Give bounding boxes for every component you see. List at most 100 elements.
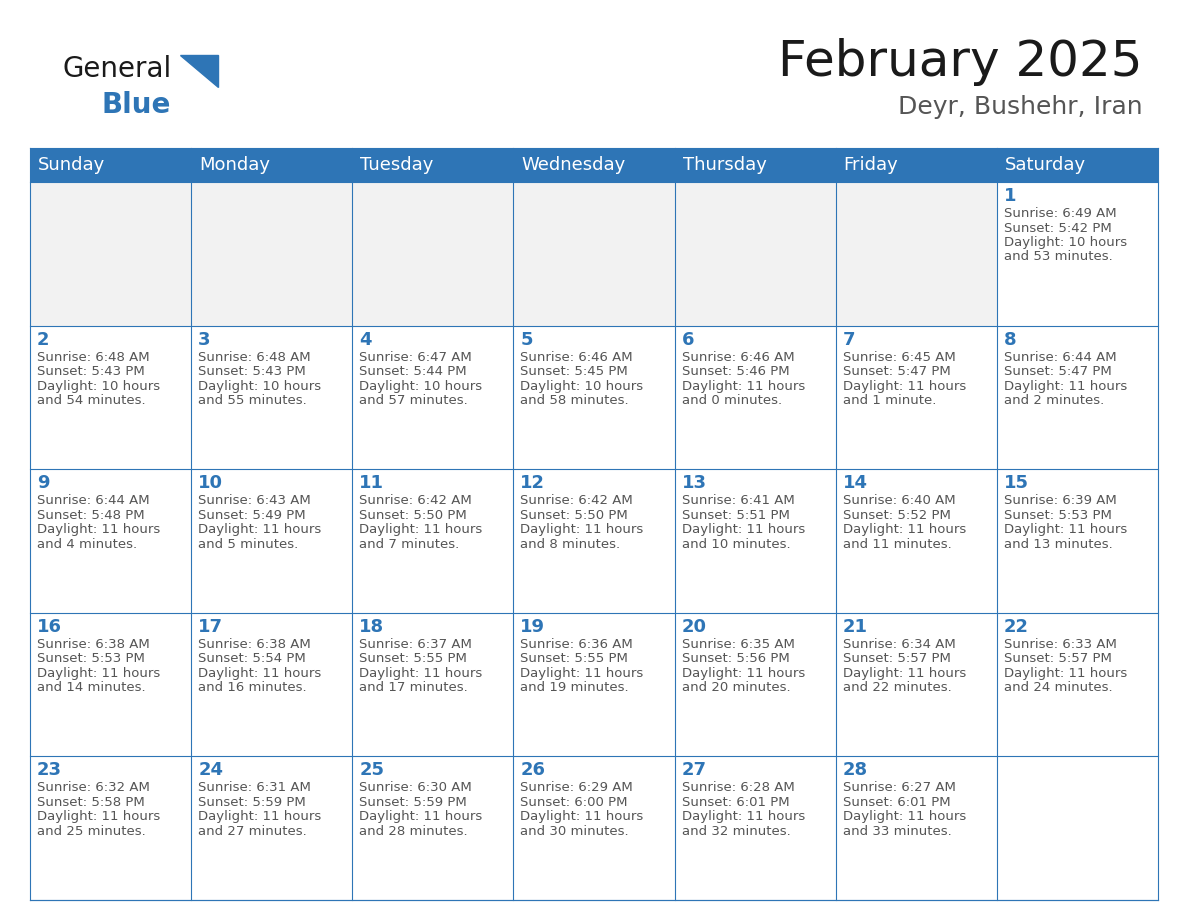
Text: and 11 minutes.: and 11 minutes. bbox=[842, 538, 952, 551]
Text: Sunrise: 6:48 AM: Sunrise: 6:48 AM bbox=[198, 351, 311, 364]
Text: 24: 24 bbox=[198, 761, 223, 779]
Text: and 57 minutes.: and 57 minutes. bbox=[359, 394, 468, 407]
Text: Sunset: 5:44 PM: Sunset: 5:44 PM bbox=[359, 365, 467, 378]
Text: and 1 minute.: and 1 minute. bbox=[842, 394, 936, 407]
Text: Sunset: 5:52 PM: Sunset: 5:52 PM bbox=[842, 509, 950, 521]
Text: Daylight: 11 hours: Daylight: 11 hours bbox=[359, 666, 482, 680]
Text: 12: 12 bbox=[520, 475, 545, 492]
Text: Sunrise: 6:49 AM: Sunrise: 6:49 AM bbox=[1004, 207, 1117, 220]
Text: Sunset: 5:50 PM: Sunset: 5:50 PM bbox=[359, 509, 467, 521]
Text: Sunset: 5:47 PM: Sunset: 5:47 PM bbox=[842, 365, 950, 378]
Text: Sunrise: 6:37 AM: Sunrise: 6:37 AM bbox=[359, 638, 472, 651]
Text: 23: 23 bbox=[37, 761, 62, 779]
Text: and 20 minutes.: and 20 minutes. bbox=[682, 681, 790, 694]
Text: Daylight: 11 hours: Daylight: 11 hours bbox=[842, 666, 966, 680]
Text: Sunset: 5:42 PM: Sunset: 5:42 PM bbox=[1004, 221, 1112, 234]
Text: Daylight: 11 hours: Daylight: 11 hours bbox=[682, 380, 804, 393]
Text: Sunrise: 6:45 AM: Sunrise: 6:45 AM bbox=[842, 351, 955, 364]
Text: Sunset: 5:48 PM: Sunset: 5:48 PM bbox=[37, 509, 145, 521]
Text: Sunrise: 6:42 AM: Sunrise: 6:42 AM bbox=[520, 494, 633, 508]
Text: 27: 27 bbox=[682, 761, 707, 779]
Text: Daylight: 11 hours: Daylight: 11 hours bbox=[198, 811, 322, 823]
Bar bbox=[30, 148, 1158, 182]
Text: 15: 15 bbox=[1004, 475, 1029, 492]
Text: Sunrise: 6:29 AM: Sunrise: 6:29 AM bbox=[520, 781, 633, 794]
Text: 2: 2 bbox=[37, 330, 50, 349]
Text: and 58 minutes.: and 58 minutes. bbox=[520, 394, 630, 407]
Text: Sunset: 5:43 PM: Sunset: 5:43 PM bbox=[37, 365, 145, 378]
Text: and 22 minutes.: and 22 minutes. bbox=[842, 681, 952, 694]
Text: 25: 25 bbox=[359, 761, 384, 779]
Text: 9: 9 bbox=[37, 475, 50, 492]
Text: Sunrise: 6:43 AM: Sunrise: 6:43 AM bbox=[198, 494, 311, 508]
Text: Sunrise: 6:46 AM: Sunrise: 6:46 AM bbox=[520, 351, 633, 364]
Text: Sunrise: 6:41 AM: Sunrise: 6:41 AM bbox=[682, 494, 795, 508]
Text: and 7 minutes.: and 7 minutes. bbox=[359, 538, 460, 551]
Text: Daylight: 11 hours: Daylight: 11 hours bbox=[682, 666, 804, 680]
Text: Sunrise: 6:33 AM: Sunrise: 6:33 AM bbox=[1004, 638, 1117, 651]
Text: Sunrise: 6:42 AM: Sunrise: 6:42 AM bbox=[359, 494, 472, 508]
Text: Daylight: 11 hours: Daylight: 11 hours bbox=[37, 523, 160, 536]
Text: and 28 minutes.: and 28 minutes. bbox=[359, 825, 468, 838]
Text: and 8 minutes.: and 8 minutes. bbox=[520, 538, 620, 551]
Text: and 2 minutes.: and 2 minutes. bbox=[1004, 394, 1104, 407]
Text: Sunset: 5:56 PM: Sunset: 5:56 PM bbox=[682, 653, 789, 666]
Text: and 0 minutes.: and 0 minutes. bbox=[682, 394, 782, 407]
Polygon shape bbox=[181, 55, 219, 87]
Text: Sunset: 6:00 PM: Sunset: 6:00 PM bbox=[520, 796, 628, 809]
Text: Sunrise: 6:31 AM: Sunrise: 6:31 AM bbox=[198, 781, 311, 794]
Text: Sunrise: 6:32 AM: Sunrise: 6:32 AM bbox=[37, 781, 150, 794]
Text: and 4 minutes.: and 4 minutes. bbox=[37, 538, 137, 551]
Text: 28: 28 bbox=[842, 761, 868, 779]
Text: 10: 10 bbox=[198, 475, 223, 492]
Text: Sunrise: 6:34 AM: Sunrise: 6:34 AM bbox=[842, 638, 955, 651]
Text: and 14 minutes.: and 14 minutes. bbox=[37, 681, 146, 694]
Text: Sunrise: 6:48 AM: Sunrise: 6:48 AM bbox=[37, 351, 150, 364]
Text: Sunday: Sunday bbox=[38, 156, 106, 174]
Text: Daylight: 11 hours: Daylight: 11 hours bbox=[198, 523, 322, 536]
Text: 4: 4 bbox=[359, 330, 372, 349]
Text: Friday: Friday bbox=[843, 156, 898, 174]
Text: and 25 minutes.: and 25 minutes. bbox=[37, 825, 146, 838]
Text: 1: 1 bbox=[1004, 187, 1017, 205]
Text: 5: 5 bbox=[520, 330, 533, 349]
Text: Sunrise: 6:36 AM: Sunrise: 6:36 AM bbox=[520, 638, 633, 651]
Text: Blue: Blue bbox=[102, 91, 171, 119]
Text: Deyr, Bushehr, Iran: Deyr, Bushehr, Iran bbox=[898, 95, 1143, 119]
Text: Sunrise: 6:44 AM: Sunrise: 6:44 AM bbox=[37, 494, 150, 508]
Text: Tuesday: Tuesday bbox=[360, 156, 434, 174]
Text: and 24 minutes.: and 24 minutes. bbox=[1004, 681, 1112, 694]
Text: Sunset: 5:53 PM: Sunset: 5:53 PM bbox=[37, 653, 145, 666]
Text: Daylight: 11 hours: Daylight: 11 hours bbox=[842, 523, 966, 536]
Text: Daylight: 11 hours: Daylight: 11 hours bbox=[842, 380, 966, 393]
Text: Sunset: 5:55 PM: Sunset: 5:55 PM bbox=[359, 653, 467, 666]
Text: Daylight: 11 hours: Daylight: 11 hours bbox=[520, 666, 644, 680]
Text: Daylight: 10 hours: Daylight: 10 hours bbox=[1004, 236, 1127, 249]
Text: Sunset: 5:51 PM: Sunset: 5:51 PM bbox=[682, 509, 790, 521]
Text: Sunset: 5:45 PM: Sunset: 5:45 PM bbox=[520, 365, 628, 378]
Text: Sunrise: 6:30 AM: Sunrise: 6:30 AM bbox=[359, 781, 472, 794]
Text: Sunrise: 6:47 AM: Sunrise: 6:47 AM bbox=[359, 351, 472, 364]
Text: Daylight: 11 hours: Daylight: 11 hours bbox=[682, 811, 804, 823]
Text: Sunset: 5:59 PM: Sunset: 5:59 PM bbox=[359, 796, 467, 809]
Text: Sunset: 6:01 PM: Sunset: 6:01 PM bbox=[682, 796, 789, 809]
Text: Sunset: 5:49 PM: Sunset: 5:49 PM bbox=[198, 509, 305, 521]
Text: and 53 minutes.: and 53 minutes. bbox=[1004, 251, 1113, 263]
Text: Sunset: 5:46 PM: Sunset: 5:46 PM bbox=[682, 365, 789, 378]
Text: and 17 minutes.: and 17 minutes. bbox=[359, 681, 468, 694]
Text: Daylight: 11 hours: Daylight: 11 hours bbox=[359, 523, 482, 536]
Text: 21: 21 bbox=[842, 618, 867, 636]
Text: Sunset: 5:53 PM: Sunset: 5:53 PM bbox=[1004, 509, 1112, 521]
Text: February 2025: February 2025 bbox=[778, 38, 1143, 86]
Text: Daylight: 11 hours: Daylight: 11 hours bbox=[198, 666, 322, 680]
Text: and 5 minutes.: and 5 minutes. bbox=[198, 538, 298, 551]
Text: Saturday: Saturday bbox=[1005, 156, 1086, 174]
Text: Monday: Monday bbox=[200, 156, 270, 174]
Bar bbox=[30, 182, 997, 326]
Text: General: General bbox=[62, 55, 171, 83]
Text: Sunset: 5:43 PM: Sunset: 5:43 PM bbox=[198, 365, 305, 378]
Text: Sunset: 5:58 PM: Sunset: 5:58 PM bbox=[37, 796, 145, 809]
Text: 17: 17 bbox=[198, 618, 223, 636]
Text: Daylight: 11 hours: Daylight: 11 hours bbox=[359, 811, 482, 823]
Text: 19: 19 bbox=[520, 618, 545, 636]
